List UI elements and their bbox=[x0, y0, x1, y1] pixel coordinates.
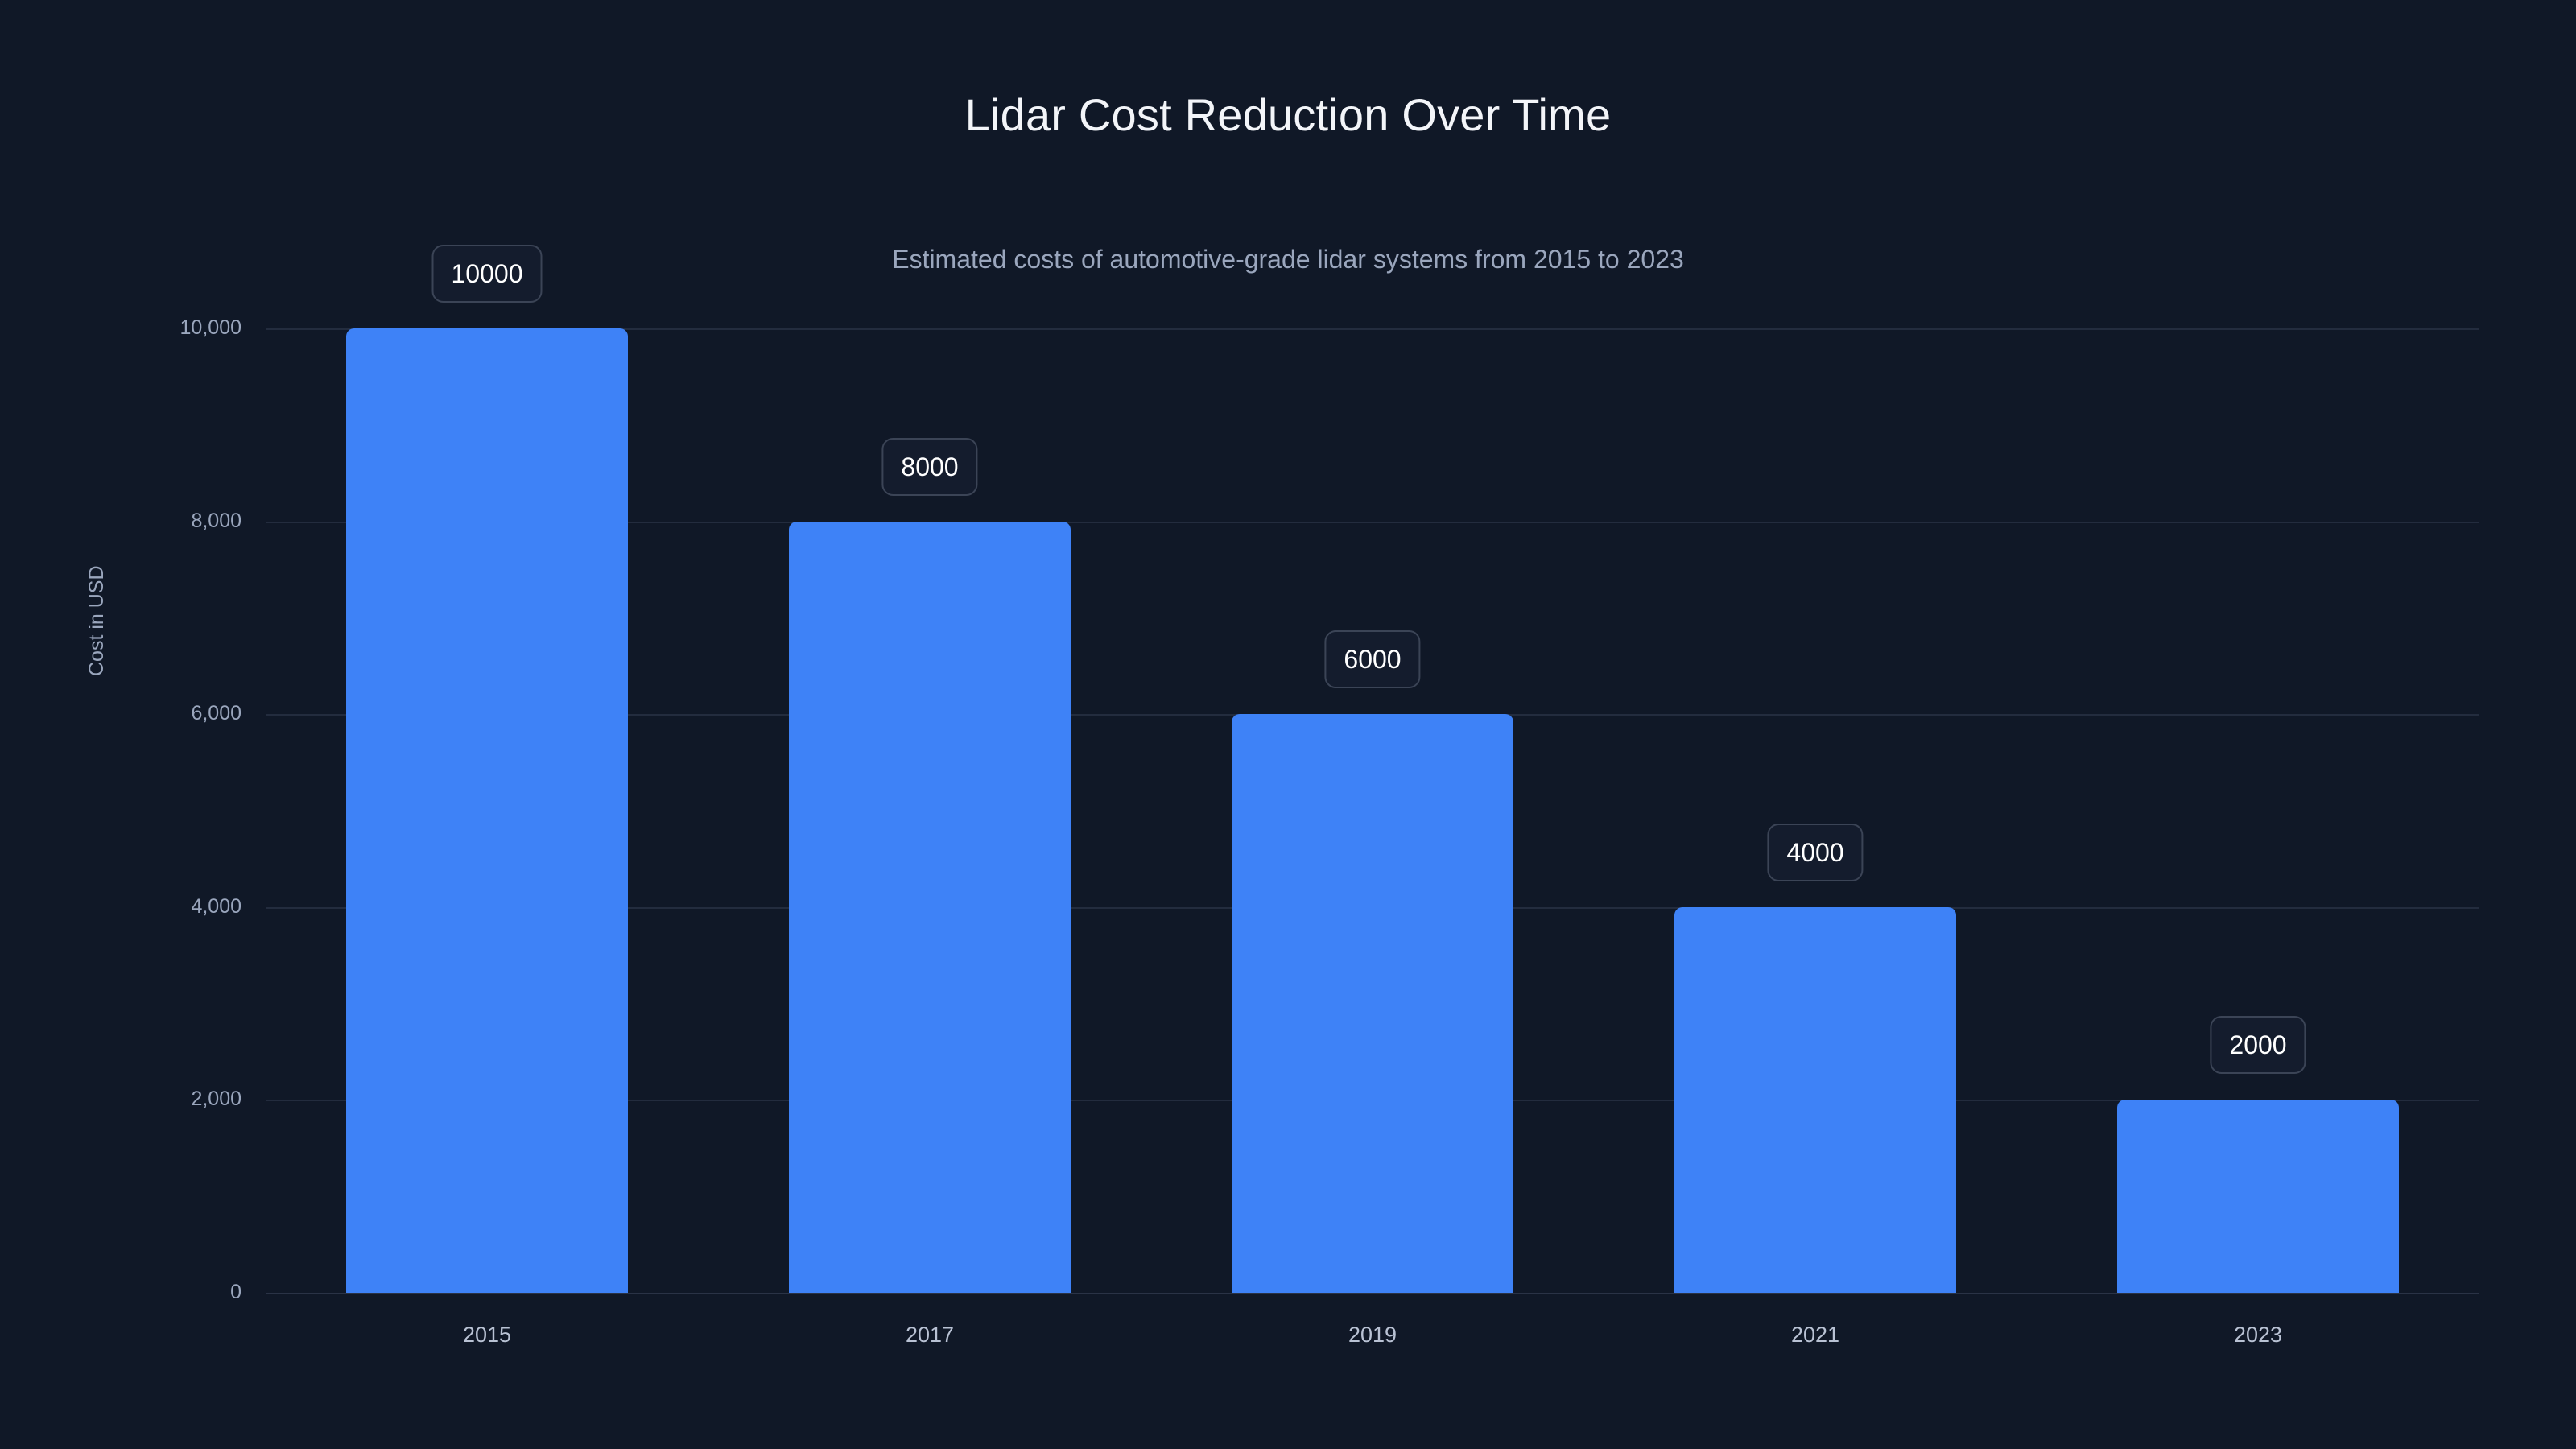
bar-value-badge: 2000 bbox=[2210, 1016, 2306, 1075]
bar-value-badge: 4000 bbox=[1767, 823, 1864, 881]
x-axis-tick-label: 2015 bbox=[462, 1323, 512, 1347]
bar[interactable] bbox=[1674, 906, 1956, 1293]
x-axis-tick-label: 2017 bbox=[905, 1323, 955, 1347]
chart-title: Lidar Cost Reduction Over Time bbox=[964, 89, 1612, 140]
y-axis-tick-label: 6,000 bbox=[191, 702, 242, 725]
bar-value-badge: 6000 bbox=[1324, 630, 1421, 689]
y-axis-tick-label: 8,000 bbox=[191, 509, 242, 532]
y-axis-tick-label: 2,000 bbox=[191, 1088, 242, 1111]
bar[interactable] bbox=[789, 521, 1071, 1293]
y-axis-tick-label: 10,000 bbox=[180, 316, 242, 339]
bar-value-badge: 8000 bbox=[881, 437, 978, 496]
bar[interactable] bbox=[346, 328, 628, 1293]
x-axis-tick-label: 2023 bbox=[2233, 1323, 2283, 1347]
bar[interactable] bbox=[1232, 714, 1513, 1293]
y-axis-tick-label: 4,000 bbox=[191, 894, 242, 918]
y-axis-tick-label: 0 bbox=[230, 1281, 242, 1303]
bar-value-badge: 10000 bbox=[431, 245, 543, 303]
x-axis-tick-label: 2021 bbox=[1790, 1323, 1840, 1347]
gridline bbox=[266, 521, 2479, 523]
x-axis-tick-label: 2019 bbox=[1348, 1323, 1397, 1347]
gridline bbox=[266, 328, 2479, 330]
bar[interactable] bbox=[2117, 1100, 2399, 1293]
y-axis-tick-labels: 0 2,000 4,000 6,000 8,000 10,000 bbox=[0, 0, 242, 1449]
chart-subtitle: Estimated costs of automotive-grade lida… bbox=[892, 245, 1684, 274]
gridline bbox=[266, 1293, 2479, 1294]
